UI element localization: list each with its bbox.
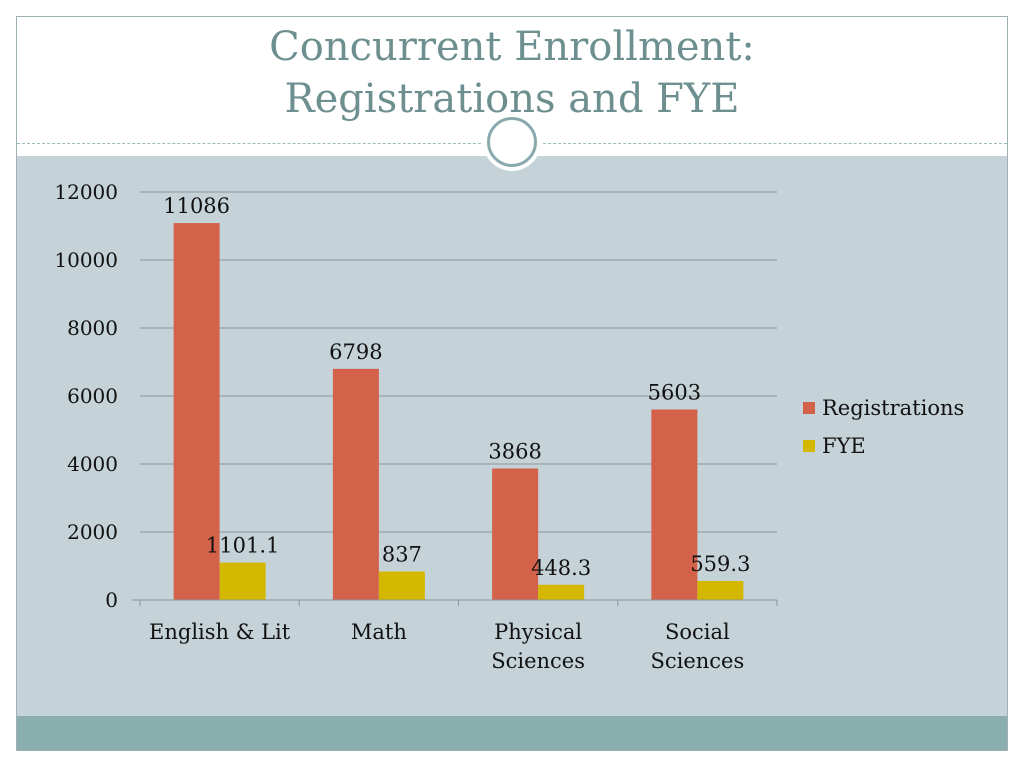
data-label: 3868 [488,439,541,463]
legend-label-registrations: Registrations [822,396,964,420]
y-tick-label: 4000 [67,452,118,476]
data-label: 448.3 [531,556,591,580]
legend-swatch-fye [803,440,815,452]
bar-registrations [651,409,698,600]
bar-fye [378,571,425,600]
y-tick-label: 6000 [67,384,118,408]
data-label: 1101.1 [206,534,279,558]
data-label: 837 [382,543,422,567]
bar-registrations [332,368,379,600]
data-label: 5603 [648,380,701,404]
legend-swatch-registrations [803,402,815,414]
bar-fye [697,580,744,600]
bars [173,223,744,601]
x-category-label: Sciences [650,649,744,673]
y-tick-label: 2000 [67,520,118,544]
decorative-circle-icon [487,117,537,167]
y-tick-label: 8000 [67,316,118,340]
data-label: 6798 [329,340,382,364]
data-label: 11086 [163,194,230,218]
x-category-label: Math [351,620,407,644]
legend: Registrations FYE [803,396,964,458]
bar-registrations [492,468,539,600]
data-label: 559.3 [690,552,750,576]
slide-title: Concurrent Enrollment: Registrations and… [17,21,1007,125]
x-category-label: Social [665,620,730,644]
y-tick-label: 10000 [54,248,118,272]
axes [132,599,778,606]
bar-fye [219,562,266,600]
x-category-label: Sciences [491,649,585,673]
slide-title-line1: Concurrent Enrollment: [269,24,755,70]
x-category-label: Physical [494,620,582,644]
x-category-label: English & Lit [149,620,291,644]
y-tick-label: 12000 [54,180,118,204]
bar-fye [538,584,585,600]
footer-bar [17,716,1007,750]
labels: 0 2000 4000 6000 8000 10000 12000 11086 6798 3868… [54,180,750,673]
y-tick-label: 0 [105,588,118,612]
legend-label-fye: FYE [822,434,866,458]
bar-registrations [173,223,220,601]
